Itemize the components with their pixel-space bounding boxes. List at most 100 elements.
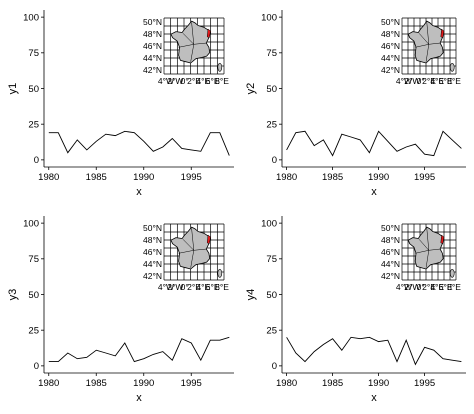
y-tick-label: 50 xyxy=(28,290,39,301)
map-lon-label: 8°E xyxy=(447,76,461,86)
map-lon-label: 2°E xyxy=(422,282,436,292)
map-lat-label: 46°N xyxy=(381,247,400,257)
map-lon-label: 2°W xyxy=(167,282,183,292)
y-tick-label: 50 xyxy=(28,84,39,95)
map-lon-label: 4°W xyxy=(396,282,412,292)
map-region-border xyxy=(425,44,430,62)
series-line xyxy=(48,130,230,156)
highlighted-region xyxy=(206,234,211,245)
map-lon-label: 2°E xyxy=(187,76,201,86)
island-shape xyxy=(449,62,455,72)
y-axis-title: y2 xyxy=(245,83,257,95)
map-lon-label: 0° xyxy=(181,76,189,86)
map-region-border xyxy=(190,44,195,62)
map-lon-label: 2°W xyxy=(404,282,420,292)
map-lat-label: 46°N xyxy=(143,247,162,257)
map-lat-label: 48°N xyxy=(143,29,162,39)
map-region-border xyxy=(426,22,430,45)
map-lat-label: 44°N xyxy=(143,259,162,269)
y-axis-title: y1 xyxy=(7,83,19,95)
map-lon-label: 2°W xyxy=(404,76,420,86)
chart-panel-4: 0 25 50 75 100 1980 1985 1990 1995 x y4 50°N 48°N 46°… xyxy=(245,216,466,404)
map-region-border xyxy=(191,22,195,45)
y-tick-label: 75 xyxy=(266,48,277,59)
y-tick-label: 100 xyxy=(261,218,277,229)
x-tick-label: 1995 xyxy=(181,172,202,183)
x-tick-label: 1980 xyxy=(38,378,59,389)
map-lat-label: 46°N xyxy=(381,41,400,51)
map-region-border xyxy=(178,250,194,254)
island-shape xyxy=(217,62,223,72)
series-line xyxy=(286,336,462,366)
map-lat-label: 44°N xyxy=(381,53,400,63)
chart-panel-3: 0 25 50 75 100 1980 1985 1990 1995 x y3 50°N 48°N 46°… xyxy=(7,216,234,404)
y-tick-label: 50 xyxy=(266,84,277,95)
map-region-border xyxy=(191,228,195,251)
y-tick-label: 100 xyxy=(261,12,277,23)
map-lon-label: 6°E xyxy=(439,76,453,86)
y-axis-title: y3 xyxy=(7,289,19,301)
y-tick-label: 75 xyxy=(266,254,277,265)
map-lon-label: 4°W xyxy=(158,282,174,292)
x-axis-title: x xyxy=(371,186,377,198)
x-tick-label: 1990 xyxy=(368,378,389,389)
chart-panel-1: 0 25 50 75 100 1980 1985 1990 1995 x y1 50°N 48°N 46°… xyxy=(7,10,234,198)
y-tick-label: 0 xyxy=(272,155,277,166)
map-lon-label: 4°W xyxy=(158,76,174,86)
map-lat-label: 42°N xyxy=(381,65,400,75)
x-tick-label: 1980 xyxy=(38,172,59,183)
x-tick-label: 1980 xyxy=(276,172,297,183)
map-lon-label: 6°E xyxy=(206,76,220,86)
map-lat-label: 44°N xyxy=(381,259,400,269)
x-tick-label: 1990 xyxy=(368,172,389,183)
x-tick-label: 1985 xyxy=(322,378,343,389)
map-lat-label: 42°N xyxy=(381,271,400,281)
highlighted-region xyxy=(440,234,445,245)
map-region-border xyxy=(190,250,195,268)
map-lat-label: 42°N xyxy=(143,271,162,281)
chart-panel-2: 0 25 50 75 100 1980 1985 1990 1995 x y2 50°N 48°N 46°… xyxy=(245,10,466,198)
map-lon-label: 4°E xyxy=(430,76,444,86)
island-shape xyxy=(449,268,455,278)
map-lon-label: 4°W xyxy=(396,76,412,86)
y-tick-label: 25 xyxy=(28,119,39,130)
x-tick-label: 1995 xyxy=(414,378,435,389)
map-lon-label: 4°E xyxy=(196,282,210,292)
y-axis-title: y4 xyxy=(245,289,257,301)
x-axis-title: x xyxy=(136,392,142,404)
map-lat-label: 48°N xyxy=(381,29,400,39)
map-region-border xyxy=(425,250,430,268)
map-region-border xyxy=(178,44,194,48)
map-lat-label: 48°N xyxy=(381,235,400,245)
map-lon-label: 2°E xyxy=(422,76,436,86)
map-lat-label: 50°N xyxy=(381,223,400,233)
highlighted-region xyxy=(206,28,211,39)
x-tick-label: 1985 xyxy=(86,378,107,389)
y-tick-label: 25 xyxy=(266,119,277,130)
x-tick-label: 1995 xyxy=(181,378,202,389)
map-lon-label: 6°E xyxy=(206,282,220,292)
map-lon-label: 8°E xyxy=(215,76,229,86)
y-tick-label: 75 xyxy=(28,254,39,265)
x-axis-title: x xyxy=(136,186,142,198)
map-lat-label: 50°N xyxy=(381,17,400,27)
x-tick-label: 1985 xyxy=(86,172,107,183)
map-region-border xyxy=(415,44,429,48)
y-tick-label: 25 xyxy=(28,325,39,336)
map-region-border xyxy=(426,228,430,251)
map-lat-label: 44°N xyxy=(143,53,162,63)
map-lon-label: 6°E xyxy=(439,282,453,292)
map-lon-label: 4°E xyxy=(196,76,210,86)
highlighted-region xyxy=(440,28,445,39)
x-tick-label: 1990 xyxy=(133,172,154,183)
y-tick-label: 0 xyxy=(34,361,39,372)
x-tick-label: 1980 xyxy=(276,378,297,389)
y-tick-label: 75 xyxy=(28,48,39,59)
x-axis-title: x xyxy=(371,392,377,404)
map-lat-label: 50°N xyxy=(143,17,162,27)
map-lon-label: 8°E xyxy=(447,282,461,292)
inset-map: 50°N 48°N 46°N 44°N 42°N4°W2°W0°2°E4°E6°E8°E xyxy=(143,17,229,86)
y-tick-label: 0 xyxy=(34,155,39,166)
map-lat-label: 46°N xyxy=(143,41,162,51)
